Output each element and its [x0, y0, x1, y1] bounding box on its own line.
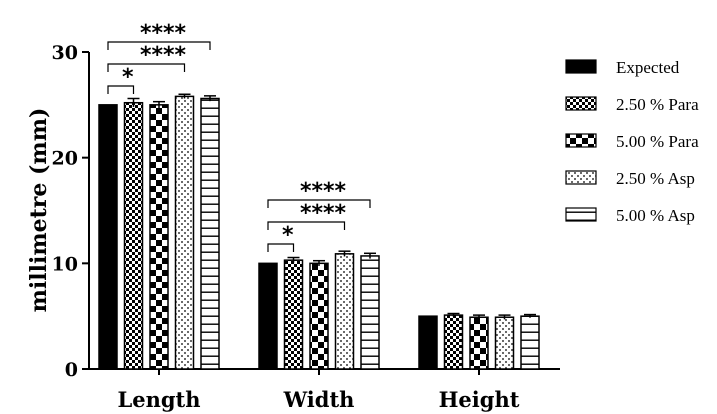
bar — [283, 259, 304, 370]
significance-label: **** — [140, 43, 187, 68]
significance-bracket: **** — [107, 43, 187, 72]
significance-label: **** — [300, 179, 347, 204]
error-bars — [127, 93, 536, 320]
significance-bracket: **** — [267, 201, 347, 230]
bars — [98, 95, 540, 370]
legend-entry: Expected — [565, 58, 680, 77]
error-bar — [127, 97, 140, 107]
legend-label: 2.50 % Asp — [616, 169, 695, 188]
bar — [149, 104, 169, 370]
error-bar — [498, 314, 511, 320]
bar — [494, 316, 515, 370]
bar — [174, 95, 195, 370]
legend-swatch — [565, 59, 597, 74]
bar — [520, 315, 540, 370]
bar — [443, 314, 464, 370]
bar — [418, 315, 438, 370]
legend-swatch — [565, 207, 597, 222]
significance-bracket: * — [107, 65, 135, 94]
legend-swatch — [565, 96, 597, 111]
significance-label: **** — [140, 21, 187, 46]
significance-bracket: * — [267, 223, 295, 252]
legend-label: 5.00 % Asp — [616, 206, 695, 225]
significance-label: **** — [300, 201, 347, 226]
error-bar — [447, 312, 460, 317]
legend-entry: 2.50 % Para — [565, 95, 699, 114]
legend-swatch — [565, 170, 597, 185]
significance-bracket: **** — [267, 179, 371, 208]
legend-label: 5.00 % Para — [616, 132, 699, 151]
legend-swatch — [565, 133, 597, 148]
error-bar — [313, 259, 325, 266]
significance-brackets: ****************** — [107, 21, 371, 252]
bar — [309, 262, 329, 370]
error-bar — [473, 314, 485, 320]
legend-entry: 5.00 % Asp — [565, 206, 695, 225]
legend-entry: 2.50 % Asp — [565, 169, 695, 188]
bar — [123, 101, 144, 370]
x-category-label: Height — [439, 387, 520, 412]
significance-label: * — [282, 223, 294, 248]
error-bar — [338, 250, 351, 257]
y-axis-title: millimetre (mm) — [26, 108, 52, 313]
legend-label: Expected — [616, 58, 680, 77]
bar — [469, 316, 489, 370]
error-bar — [178, 93, 191, 99]
x-category-label: Length — [117, 387, 200, 412]
y-tick-label: 10 — [52, 253, 78, 275]
legend: Expected 2.50 % Para 5.00 % Para 2.50 % Asp… — [565, 58, 699, 225]
axes: 0 10 20 30 Length Width Height — [52, 42, 560, 412]
error-bar — [524, 313, 536, 318]
significance-label: * — [122, 65, 134, 90]
error-bar — [364, 252, 376, 259]
bar — [200, 97, 220, 370]
y-tick-label: 20 — [52, 148, 78, 170]
bar — [334, 253, 355, 370]
legend-label: 2.50 % Para — [616, 95, 699, 114]
legend-entry: 5.00 % Para — [565, 132, 699, 151]
bar — [98, 104, 118, 370]
error-bar — [287, 256, 300, 263]
bar — [258, 262, 278, 370]
error-bar — [204, 95, 216, 102]
error-bar — [153, 100, 165, 109]
x-category-label: Width — [283, 387, 355, 412]
significance-bracket: **** — [107, 21, 211, 50]
bar — [360, 255, 380, 370]
y-axis-title-group: millimetre (mm) — [26, 108, 52, 313]
y-tick-label: 0 — [65, 359, 78, 381]
y-tick-label: 30 — [52, 42, 78, 64]
